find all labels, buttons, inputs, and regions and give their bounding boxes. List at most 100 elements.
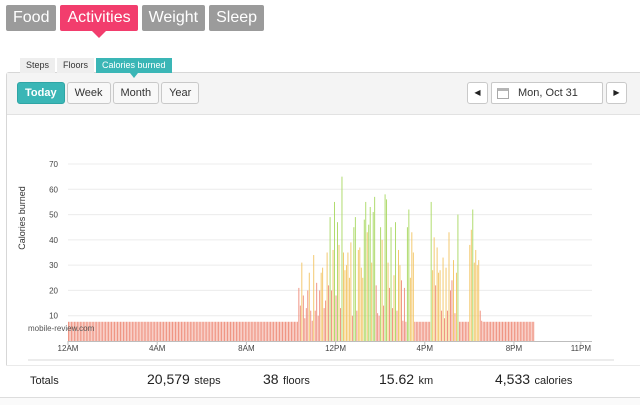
calorie-bar[interactable] [285, 321, 286, 341]
calorie-bar[interactable] [432, 270, 434, 341]
calorie-bar[interactable] [76, 321, 78, 341]
calorie-bar[interactable] [476, 265, 478, 341]
calorie-bar[interactable] [149, 321, 151, 341]
calorie-bar[interactable] [69, 321, 71, 341]
calorie-bar[interactable] [166, 321, 168, 341]
calorie-bar[interactable] [109, 321, 111, 341]
calorie-bar[interactable] [356, 310, 358, 341]
calorie-bar[interactable] [493, 321, 495, 341]
calorie-bar[interactable] [268, 321, 270, 341]
calorie-bar[interactable] [128, 321, 130, 341]
calorie-bar[interactable] [305, 308, 307, 341]
calorie-bar[interactable] [70, 321, 72, 341]
calorie-bar[interactable] [224, 321, 225, 341]
calorie-bar[interactable] [508, 321, 509, 341]
calorie-bar[interactable] [390, 227, 392, 341]
calorie-bar[interactable] [151, 321, 153, 341]
calorie-bar[interactable] [209, 321, 211, 341]
calorie-bar[interactable] [319, 290, 321, 341]
calorie-bar[interactable] [82, 321, 84, 341]
calorie-bar[interactable] [250, 321, 252, 341]
calorie-bar[interactable] [307, 290, 309, 341]
calorie-bar[interactable] [145, 321, 147, 341]
calorie-bar[interactable] [357, 249, 359, 341]
calorie-bar[interactable] [216, 321, 218, 341]
calorie-bar[interactable] [247, 321, 249, 341]
calorie-bar[interactable] [288, 321, 289, 341]
calorie-bar[interactable] [490, 321, 492, 341]
metric-floors-tab[interactable]: Floors [57, 58, 95, 73]
calorie-bar[interactable] [377, 313, 379, 341]
calorie-bar[interactable] [463, 321, 465, 341]
calorie-bar[interactable] [167, 321, 169, 341]
calorie-bar[interactable] [111, 321, 113, 341]
calorie-bar[interactable] [429, 321, 431, 341]
calorie-bar[interactable] [75, 321, 77, 341]
calorie-bar[interactable] [455, 272, 457, 341]
calorie-bar[interactable] [210, 321, 212, 341]
calorie-bar[interactable] [445, 267, 447, 341]
calorie-bar[interactable] [304, 318, 306, 341]
calorie-bar[interactable] [249, 321, 251, 341]
calorie-bar[interactable] [262, 321, 264, 341]
range-week-button[interactable]: Week [66, 82, 111, 104]
calorie-bar[interactable] [279, 321, 280, 341]
calorie-bar[interactable] [79, 321, 81, 341]
calorie-bar[interactable] [326, 252, 328, 342]
calorie-bar[interactable] [491, 321, 493, 341]
calorie-bar[interactable] [231, 321, 233, 341]
calorie-bar[interactable] [527, 321, 529, 341]
calorie-bar[interactable] [496, 321, 498, 341]
calorie-bar[interactable] [363, 219, 365, 341]
calorie-bar[interactable] [403, 287, 405, 341]
calorie-bar[interactable] [140, 321, 142, 341]
calorie-bar[interactable] [378, 315, 380, 341]
calorie-bar[interactable] [351, 315, 353, 341]
calorie-bar[interactable] [130, 321, 132, 341]
calorie-bar[interactable] [188, 321, 190, 341]
calorie-bar[interactable] [267, 321, 269, 341]
calorie-bar[interactable] [386, 199, 388, 341]
calorie-bar[interactable] [154, 321, 156, 341]
calorie-bar[interactable] [230, 321, 231, 341]
calorie-bar[interactable] [271, 321, 273, 341]
calorie-bar[interactable] [371, 262, 373, 341]
calorie-bar[interactable] [97, 321, 99, 341]
calorie-bar[interactable] [203, 321, 205, 341]
calorie-bar[interactable] [87, 321, 89, 341]
calorie-bar[interactable] [206, 321, 208, 341]
calorie-bar[interactable] [121, 321, 123, 341]
date-picker[interactable]: Mon, Oct 31 [491, 82, 603, 104]
calorie-bar[interactable] [384, 194, 386, 341]
calorie-bar[interactable] [72, 321, 74, 341]
calorie-bar[interactable] [160, 321, 162, 341]
calorie-bar[interactable] [372, 212, 374, 341]
calorie-bar[interactable] [198, 321, 200, 341]
calorie-bar[interactable] [175, 321, 176, 341]
calorie-bar[interactable] [134, 321, 136, 341]
bottom-scrollbar[interactable] [0, 397, 640, 405]
calorie-bar[interactable] [487, 321, 489, 341]
calorie-bar[interactable] [481, 320, 483, 341]
calorie-bar[interactable] [337, 222, 338, 341]
calorie-bar[interactable] [470, 229, 472, 341]
calorie-bar[interactable] [433, 237, 435, 341]
calorie-bar[interactable] [170, 321, 172, 341]
calorie-bar[interactable] [125, 321, 127, 341]
tab-food[interactable]: Food [6, 5, 57, 31]
calorie-bar[interactable] [106, 321, 108, 341]
calorie-bar[interactable] [183, 321, 185, 341]
calorie-bar[interactable] [127, 321, 129, 341]
calorie-bar[interactable] [142, 321, 144, 341]
metric-calories-tab[interactable]: Calories burned [96, 58, 172, 78]
calorie-bar[interactable] [525, 321, 527, 341]
calorie-bar[interactable] [146, 321, 148, 341]
tab-weight[interactable]: Weight [141, 5, 206, 31]
calorie-bar[interactable] [311, 320, 313, 341]
calorie-bar[interactable] [344, 270, 346, 341]
calorie-bar[interactable] [123, 321, 124, 341]
calorie-bar[interactable] [338, 244, 340, 341]
calorie-bar[interactable] [299, 305, 301, 341]
calorie-bar[interactable] [289, 321, 291, 341]
calorie-bar[interactable] [218, 321, 220, 341]
